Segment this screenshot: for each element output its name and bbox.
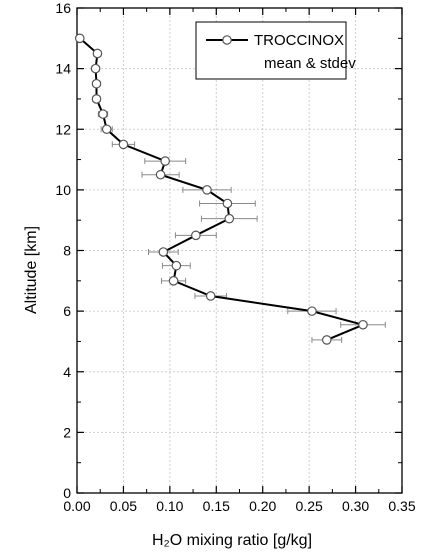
- y-tick-label: 0: [63, 485, 71, 501]
- legend-series-label: TROCCINOX: [254, 32, 344, 49]
- x-tick-label: 0.00: [63, 498, 90, 514]
- x-tick-label: 0.25: [296, 498, 323, 514]
- y-tick-label: 10: [55, 182, 71, 198]
- data-markers: [74, 33, 368, 345]
- x-tick-label: 0.05: [110, 498, 137, 514]
- y-axis-label: Altitude [km]: [23, 226, 40, 314]
- x-tick-label: 0.10: [156, 498, 183, 514]
- x-axis-label: H₂O mixing ratio [g/kg]: [152, 532, 312, 549]
- data-point: [171, 260, 182, 271]
- data-point: [101, 124, 112, 135]
- data-point: [158, 247, 169, 257]
- data-point: [74, 33, 85, 44]
- tick-labels: 0.00 0.05 0.10 0.15 0.20 0.25 0.30 0.35 0 2 4 6 8 10 1…: [55, 0, 415, 514]
- y-tick-label: 16: [55, 0, 71, 16]
- x-tick-label: 0.20: [249, 498, 276, 514]
- x-tick-label: 0.35: [388, 498, 415, 514]
- legend: TROCCINOX mean & stdev: [195, 21, 356, 80]
- data-point: [222, 198, 233, 209]
- y-tick-label: 2: [63, 424, 71, 440]
- data-point: [191, 230, 201, 241]
- data-point: [155, 169, 166, 180]
- x-tick-label: 0.30: [342, 498, 369, 514]
- data-point: [358, 319, 368, 330]
- y-tick-label: 8: [63, 243, 71, 259]
- data-point: [118, 139, 129, 150]
- axis-ticks: [76, 7, 403, 494]
- data-point: [98, 109, 108, 119]
- y-tick-label: 6: [63, 303, 71, 319]
- data-point: [92, 48, 103, 59]
- legend-marker: [222, 35, 232, 45]
- data-point: [224, 213, 235, 224]
- data-point: [168, 276, 179, 286]
- legend-caption: mean & stdev: [264, 55, 356, 72]
- data-point: [160, 156, 171, 166]
- data-point: [307, 306, 317, 316]
- y-tick-label: 14: [55, 61, 71, 77]
- data-point: [321, 335, 332, 345]
- grid-lines: [77, 8, 402, 493]
- y-tick-label: 4: [63, 364, 71, 380]
- y-tick-label: 12: [55, 121, 71, 137]
- data-point: [205, 291, 216, 301]
- x-tick-label: 0.15: [203, 498, 230, 514]
- data-point: [90, 63, 101, 74]
- data-point: [202, 185, 212, 195]
- data-point: [91, 78, 102, 89]
- legend-box: [195, 21, 347, 80]
- data-point: [91, 94, 102, 104]
